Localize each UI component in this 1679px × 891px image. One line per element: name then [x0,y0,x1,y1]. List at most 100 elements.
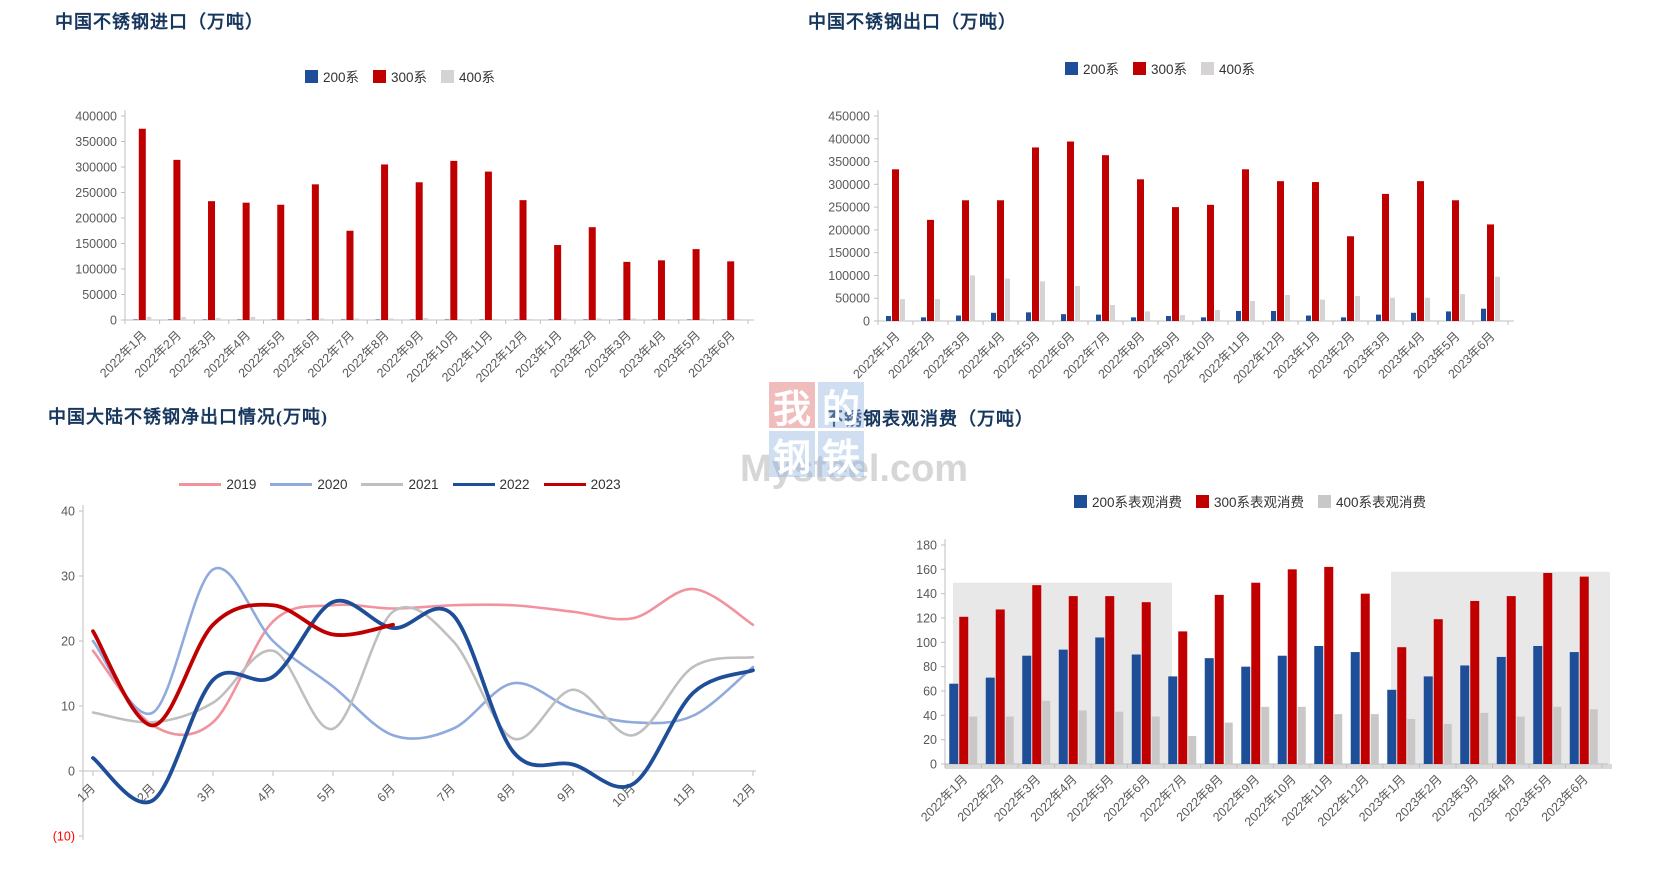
bar-200系表观消费-2022年9月 [1241,666,1251,764]
legend-square-swatch [372,69,386,83]
bar-200系表观消费-2022年2月 [985,677,995,764]
legend-item-400系: 400系 [441,66,495,86]
legend-line-swatch [361,483,404,486]
bar-400系-2023年5月 [700,318,706,320]
bar-200系-2022年11月 [1236,310,1241,321]
bar-300系-2023年2月 [588,227,596,320]
legend-label: 2020 [317,477,348,492]
bar-300系-2022年3月 [962,200,969,321]
legend-item-2023: 2023 [543,477,621,492]
bar-300系-2022年9月 [415,182,423,320]
bar-300系-2022年1月 [892,169,899,321]
y-tick-label: 20 [923,733,937,747]
legend-item-200系: 200系 [1064,58,1119,78]
bar-200系-2022年9月 [1166,315,1171,321]
y-tick-label: (10) [53,830,75,844]
bar-300系表观消费-2022年4月 [1068,596,1078,764]
bar-200系-2023年1月 [548,319,554,320]
bar-200系表观消费-2022年3月 [1022,655,1032,764]
bar-400系-2022年5月 [1040,281,1045,321]
bar-300系-2023年4月 [1417,181,1424,321]
bar-300系-2022年10月 [450,160,458,320]
bar-400系表观消费-2023年6月 [1589,709,1598,764]
bar-400系表观消费-2022年1月 [969,716,978,764]
bar-300系-2022年6月 [1067,141,1074,321]
bar-200系-2022年7月 [340,319,346,320]
bar-300系-2022年7月 [346,230,354,320]
x-tick-label: 6月 [374,781,398,805]
legend-label: 200系 [322,70,359,85]
legend-label: 200系 [1082,62,1119,77]
bar-400系-2023年1月 [1320,299,1325,321]
bar-400系-2022年7月 [354,318,359,320]
bar-300系-2022年5月 [1032,147,1039,321]
bar-300系-2022年1月 [138,128,146,320]
bar-400系表观消费-2023年5月 [1553,706,1562,764]
bar-300系-2022年12月 [519,200,527,320]
bar-400系表观消费-2022年9月 [1261,706,1270,764]
legend-item-300系: 300系 [372,66,427,86]
bar-200系表观消费-2022年12月 [1350,652,1360,764]
legend-item-2022: 2022 [452,477,530,492]
bar-400系-2022年2月 [181,316,186,320]
bar-200系-2023年3月 [1376,314,1381,321]
legend-label: 2019 [226,477,257,492]
exports-legend: 200系 300系 400系 [800,58,1520,78]
x-tick-label: 4月 [254,781,278,805]
bar-200系-2022年1月 [133,319,138,320]
bar-400系表观消费-2022年10月 [1297,706,1306,764]
bar-200系表观消费-2022年6月 [1131,654,1141,764]
bar-400系-2023年6月 [1495,276,1500,321]
bar-200系表观消费-2023年1月 [1387,689,1397,764]
bar-400系-2022年3月 [216,317,221,320]
bar-400系-2022年10月 [1215,310,1220,321]
bar-300系表观消费-2022年8月 [1214,594,1224,764]
bar-300系表观消费-2022年2月 [995,609,1005,764]
y-tick-label: 150000 [75,237,117,251]
bar-400系表观消费-2022年7月 [1188,736,1197,764]
line-2022 [91,598,755,805]
y-tick-label: 120 [916,612,937,626]
bar-400系-2023年6月 [735,318,740,320]
bar-200系-2023年6月 [1481,308,1486,321]
bar-200系-2022年8月 [375,319,381,320]
bar-200系-2023年5月 [1446,311,1451,321]
bar-400系-2023年2月 [596,318,602,320]
y-tick-label: 40 [61,505,75,519]
bar-200系-2023年2月 [583,319,588,320]
x-tick-label: 11月 [670,781,698,809]
bar-200系表观消费-2023年6月 [1569,652,1579,764]
bar-200系-2022年2月 [921,317,926,321]
bar-300系-2023年3月 [623,261,631,320]
legend-line-swatch [452,483,495,486]
legend-label: 300系表观消费 [1213,495,1305,510]
y-tick-label: 400000 [75,110,117,124]
bar-300系-2023年1月 [1312,182,1319,321]
bar-300系表观消费-2022年1月 [959,616,969,764]
bar-400系-2023年3月 [631,318,636,320]
bar-200系表观消费-2023年5月 [1533,645,1543,764]
bar-200系表观消费-2022年8月 [1204,658,1214,764]
bar-200系-2022年5月 [271,319,277,320]
y-tick-label: 30 [61,570,75,584]
x-tick-label: 3月 [194,781,218,805]
bar-300系表观消费-2022年5月 [1105,596,1115,764]
y-tick-label: 80 [923,660,937,674]
bar-300系-2022年4月 [242,202,250,320]
bar-200系-2022年3月 [956,315,961,321]
bar-300系表观消费-2022年3月 [1032,585,1042,764]
bar-400系表观消费-2023年4月 [1516,716,1525,764]
legend-line-swatch [270,483,313,486]
bar-300系-2022年12月 [1277,181,1284,321]
bar-200系表观消费-2023年4月 [1496,656,1506,764]
legend-label: 2021 [408,477,439,492]
y-tick-label: 100 [916,636,937,650]
bar-200系-2022年11月 [479,319,484,320]
legend-square-swatch [1064,61,1078,75]
bar-200系-2023年4月 [652,319,657,320]
bar-400系表观消费-2022年11月 [1334,714,1343,764]
legend-item-400系: 400系 [1201,58,1255,78]
bar-300系-2022年10月 [1207,204,1214,321]
bar-400系-2022年4月 [250,316,256,320]
